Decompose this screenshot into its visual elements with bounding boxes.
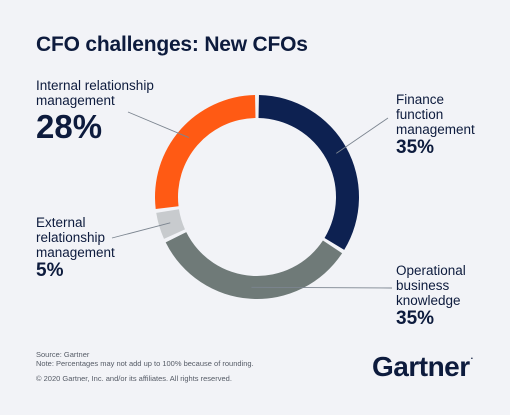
label-internal-percent: 28%: [36, 108, 103, 145]
leader-line-operational: [251, 286, 393, 289]
label-internal-name-2: management: [36, 93, 115, 108]
label-finance-name-1: Finance: [396, 92, 445, 107]
slice-finance-function: [258, 95, 359, 250]
source-note: Source: Gartner: [36, 350, 90, 359]
label-external-relationship: External relationship management 5%: [36, 215, 115, 281]
label-finance-percent: 35%: [396, 137, 435, 158]
gartner-logo: Gartner.: [372, 351, 473, 383]
label-finance-name-2: function: [396, 107, 444, 122]
rounding-note: Note: Percentages may not add up to 100%…: [36, 359, 254, 368]
label-operational-name-1: Operational: [396, 263, 466, 278]
slice-external-relationship: [156, 209, 185, 239]
label-operational-name-3: knowledge: [396, 293, 461, 308]
leader-line-finance: [336, 117, 389, 154]
logo-text: Gartner: [372, 351, 470, 382]
label-external-percent: 5%: [36, 260, 64, 281]
slice-operational-business: [165, 232, 343, 299]
label-operational-percent: 35%: [396, 308, 435, 329]
label-operational-business: Operational business knowledge 35%: [396, 263, 466, 329]
label-external-name-2: relationship: [36, 230, 106, 245]
label-internal-relationship: Internal relationship management 28%: [36, 78, 154, 145]
label-external-name-1: External: [36, 215, 86, 230]
label-external-name-3: management: [36, 245, 115, 260]
logo-mark: .: [470, 351, 474, 361]
label-finance-name-3: management: [396, 122, 475, 137]
label-finance-function: Finance function management 35%: [396, 92, 475, 158]
leader-line-internal: [127, 111, 189, 138]
copyright-note: © 2020 Gartner, Inc. and/or its affiliat…: [36, 374, 232, 383]
leader-line-external: [111, 222, 171, 239]
label-operational-name-2: business: [396, 278, 450, 293]
chart-title: CFO challenges: New CFOs: [36, 33, 308, 56]
label-internal-name-1: Internal relationship: [36, 78, 154, 93]
slice-internal-relationship: [155, 95, 256, 210]
